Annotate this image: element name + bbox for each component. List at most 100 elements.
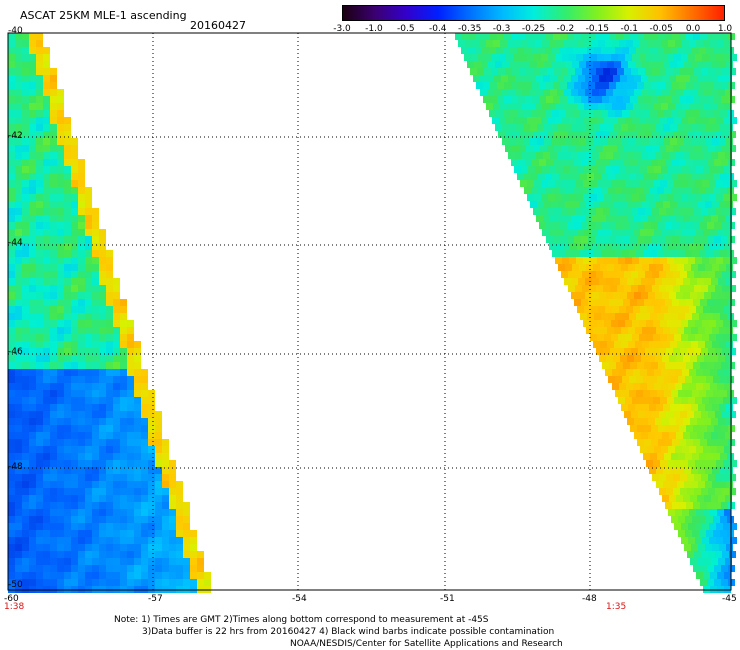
swath-cell bbox=[57, 334, 64, 341]
swath-cell bbox=[692, 453, 699, 460]
swath-cell bbox=[525, 96, 532, 103]
swath-cell bbox=[601, 173, 608, 180]
swath-cell bbox=[703, 383, 710, 390]
swath-cell bbox=[71, 495, 78, 502]
swath-cell bbox=[22, 89, 29, 96]
swath-cell bbox=[627, 418, 634, 425]
swath-cell bbox=[620, 278, 627, 285]
swath-cell bbox=[614, 61, 621, 68]
swath-cell bbox=[707, 82, 714, 89]
swath-cell bbox=[113, 565, 120, 572]
swath-cell bbox=[720, 453, 727, 460]
swath-cell bbox=[686, 502, 693, 509]
swath-cell bbox=[642, 138, 649, 145]
swath-cell bbox=[15, 320, 22, 327]
swath-cell bbox=[563, 229, 570, 236]
swath-cell bbox=[722, 348, 729, 355]
swath-cell bbox=[588, 222, 595, 229]
swath-cell bbox=[663, 264, 670, 271]
swath-cell bbox=[99, 376, 106, 383]
swath-cell bbox=[141, 551, 148, 558]
swath-cell bbox=[169, 495, 176, 502]
swath-cell bbox=[496, 110, 503, 117]
swath-cell bbox=[29, 418, 36, 425]
swath-cell bbox=[564, 89, 571, 96]
swath-cell bbox=[50, 390, 57, 397]
swath-cell bbox=[57, 194, 64, 201]
swath-cell bbox=[57, 264, 64, 271]
swath-cell bbox=[8, 516, 15, 523]
swath-cell bbox=[127, 537, 134, 544]
swath-cell bbox=[15, 369, 22, 376]
swath-cell bbox=[632, 54, 639, 61]
swath-cell bbox=[685, 47, 692, 54]
swath-cell bbox=[717, 40, 724, 47]
swath-cell bbox=[50, 124, 57, 131]
swath-cell bbox=[99, 383, 106, 390]
swath-cell bbox=[716, 180, 723, 187]
swath-cell bbox=[22, 334, 29, 341]
swath-cell bbox=[36, 236, 43, 243]
swath-cell bbox=[702, 54, 709, 61]
swath-cell bbox=[71, 404, 78, 411]
swath-cell bbox=[530, 138, 537, 145]
swath-cell bbox=[634, 292, 641, 299]
swath-cell bbox=[57, 89, 64, 96]
swath-cell bbox=[29, 208, 36, 215]
swath-cell bbox=[666, 208, 673, 215]
swath-cell bbox=[120, 474, 127, 481]
swath-cell bbox=[683, 215, 690, 222]
swath-cell bbox=[71, 488, 78, 495]
swath-cell bbox=[604, 334, 611, 341]
swath-cell bbox=[578, 215, 585, 222]
swath-cell bbox=[613, 355, 620, 362]
swath-cell bbox=[57, 523, 64, 530]
colorbar-tick-label: -0.25 bbox=[521, 24, 546, 34]
swath-cell bbox=[611, 334, 618, 341]
swath-cell bbox=[71, 145, 78, 152]
swath-cell bbox=[664, 173, 671, 180]
swath-cell bbox=[50, 201, 57, 208]
swath-cell bbox=[57, 404, 64, 411]
swath-cell bbox=[43, 516, 50, 523]
swath-cell bbox=[676, 278, 683, 285]
swath-cell bbox=[566, 187, 573, 194]
swath-cell bbox=[29, 292, 36, 299]
swath-cell bbox=[155, 495, 162, 502]
swath-cell bbox=[162, 467, 169, 474]
swath-cell bbox=[57, 124, 64, 131]
swath-cell bbox=[71, 432, 78, 439]
swath-cell bbox=[71, 355, 78, 362]
swath-cell bbox=[85, 502, 92, 509]
swath-cell bbox=[639, 320, 646, 327]
swath-cell bbox=[708, 488, 715, 495]
swath-cell bbox=[590, 54, 597, 61]
swath-cell bbox=[50, 397, 57, 404]
swath-cell bbox=[488, 61, 495, 68]
swath-cell bbox=[50, 180, 57, 187]
swath-cell bbox=[15, 229, 22, 236]
swath-cell bbox=[680, 208, 687, 215]
swath-cell bbox=[598, 166, 605, 173]
swath-cell bbox=[57, 453, 64, 460]
swath-cell bbox=[562, 257, 569, 264]
swath-cell bbox=[678, 453, 685, 460]
swath-cell bbox=[726, 61, 733, 68]
swath-cell bbox=[71, 278, 78, 285]
swath-cell bbox=[705, 481, 712, 488]
swath-cell bbox=[634, 215, 641, 222]
swath-cell bbox=[535, 40, 542, 47]
swath-cell bbox=[667, 257, 674, 264]
swath-cell bbox=[582, 208, 589, 215]
swath-cell bbox=[43, 523, 50, 530]
swath-cell bbox=[538, 47, 545, 54]
swath-cell bbox=[29, 152, 36, 159]
swath-cell bbox=[703, 369, 710, 376]
swath-cell bbox=[698, 264, 705, 271]
swath-cell bbox=[675, 243, 682, 250]
swath-cell bbox=[71, 243, 78, 250]
swath-cell bbox=[106, 488, 113, 495]
swath-cell bbox=[669, 418, 676, 425]
swath-cell bbox=[687, 285, 694, 292]
swath-cell bbox=[15, 502, 22, 509]
